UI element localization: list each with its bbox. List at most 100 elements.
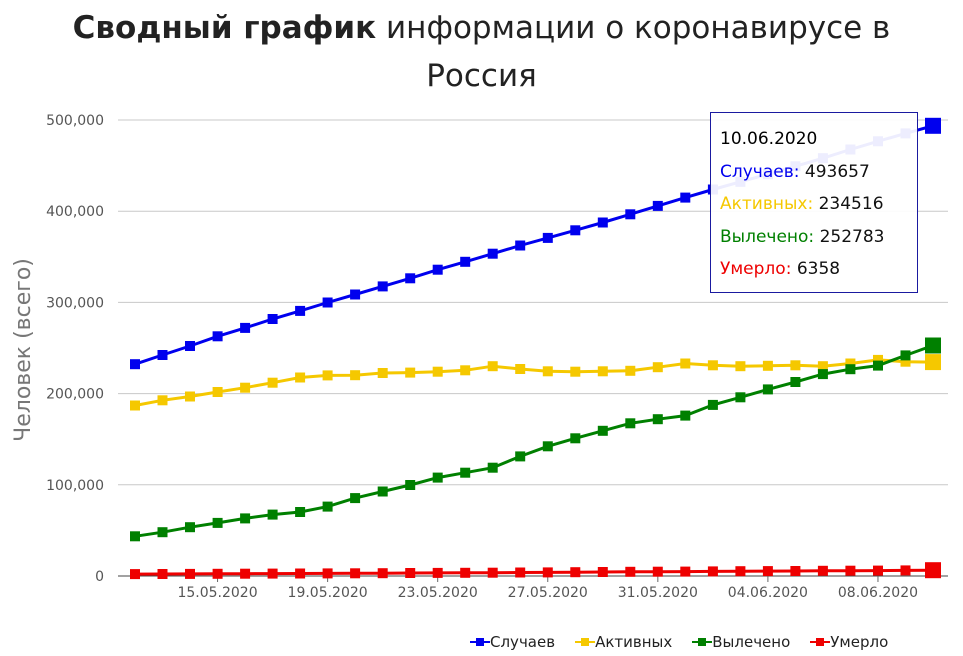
data-point-active [460,365,471,376]
y-tick-label: 500,000 [46,113,104,129]
legend-item-cases[interactable]: Случаев [470,633,555,651]
data-point-active [900,356,911,367]
data-point-active [515,364,526,374]
data-point-recovered [762,384,773,395]
tooltip-deaths-row: Умерло: 6358 [720,253,917,286]
tooltip-cases-label: Случаев: [720,161,800,182]
data-point-recovered [515,451,526,462]
data-point-cases [515,240,526,251]
data-point-recovered [267,509,278,520]
x-tick-label: 04.06.2020 [728,585,808,601]
data-point-recovered [735,392,746,403]
data-point-active [432,366,443,377]
data-point-cases [295,305,306,316]
data-point-deaths [735,566,746,577]
data-point-deaths [322,568,333,579]
chart-title-bold: Сводный график [72,10,377,46]
data-point-active [817,361,828,372]
y-tick-label: 100,000 [46,478,104,494]
data-point-active [735,361,746,372]
data-point-deaths [680,566,691,577]
data-point-active [322,370,333,381]
x-tick-label: 31.05.2020 [618,585,698,601]
data-point-cases [240,322,251,333]
data-point-recovered [432,472,443,483]
data-point-active [377,368,388,378]
chart-legend: Случаев Активных Вылечено Умерло [470,630,888,654]
data-point-cases [570,225,581,236]
x-tick-label: 15.05.2020 [177,585,257,601]
series-line-active [134,358,934,407]
data-point-deaths [625,566,636,577]
data-point-recovered [790,377,801,387]
data-point-recovered [240,513,251,524]
data-point-deaths [817,565,828,576]
legend-label-active: Активных [595,633,673,651]
data-point-recovered [873,360,883,371]
legend-swatch-active [575,638,596,646]
data-point-deaths [652,566,663,577]
data-point-recovered [487,462,498,473]
data-point-recovered [350,493,361,504]
data-point-recovered [900,350,911,361]
data-point-active [597,366,608,377]
data-point-deaths [240,568,251,579]
data-point-active [790,360,801,371]
data-point-deaths [542,567,553,578]
data-point-cases [377,281,388,292]
x-tick-label: 23.05.2020 [398,585,478,601]
data-point-active [680,358,691,369]
data-point-recovered [130,531,140,542]
tooltip-deaths-value: 6358 [796,259,841,279]
data-point-active [925,354,941,371]
data-point-cases [460,256,471,267]
legend-item-deaths[interactable]: Умерло [810,633,888,651]
data-point-active [130,400,140,411]
data-point-deaths [267,568,278,579]
tooltip-cases-value: 493657 [804,161,870,182]
data-point-deaths [487,567,498,578]
data-point-deaths [515,567,526,578]
legend-label-recovered: Вылечено [712,633,791,651]
data-point-deaths [597,567,608,577]
data-point-recovered [460,467,471,478]
data-point-deaths [432,567,443,578]
data-point-cases [925,117,941,134]
data-point-deaths [185,568,195,579]
tooltip-cases-row: Случаев: 493657 [720,156,917,189]
data-point-recovered [322,501,333,512]
data-point-deaths [212,568,223,579]
y-tick-label: 300,000 [46,295,104,311]
tooltip-recovered-row: Вылечено: 252783 [720,221,917,254]
data-point-active [707,360,718,371]
data-point-recovered [925,337,941,354]
data-point-active [267,377,278,388]
legend-label-deaths: Умерло [830,633,889,651]
data-point-recovered [570,433,581,444]
data-point-active [212,387,223,397]
data-point-deaths [845,565,856,576]
legend-item-active[interactable]: Активных [575,633,672,651]
legend-item-recovered[interactable]: Вылечено [692,633,790,651]
data-point-recovered [625,418,636,429]
data-point-recovered [185,522,195,533]
data-point-active [240,382,251,393]
data-point-deaths [707,566,718,577]
chart-title: Сводный график информации о коронавирусе… [0,4,963,100]
data-point-active [350,370,361,381]
tooltip-recovered-label: Вылечено: [720,226,815,247]
data-point-cases [680,192,691,203]
tooltip-active-row: Активных: 234516 [720,188,917,221]
tooltip-date: 10.06.2020 [720,129,818,149]
legend-swatch-cases [470,638,490,646]
data-point-deaths [762,566,773,577]
data-point-cases [185,341,195,351]
data-point-cases [652,200,663,211]
data-point-active [845,358,856,369]
data-point-cases [405,273,416,284]
data-point-deaths [570,567,581,578]
y-tick-label: 400,000 [46,204,104,220]
data-point-deaths [350,568,361,579]
y-tick-label: 200,000 [46,387,104,403]
legend-swatch-deaths [810,638,831,646]
